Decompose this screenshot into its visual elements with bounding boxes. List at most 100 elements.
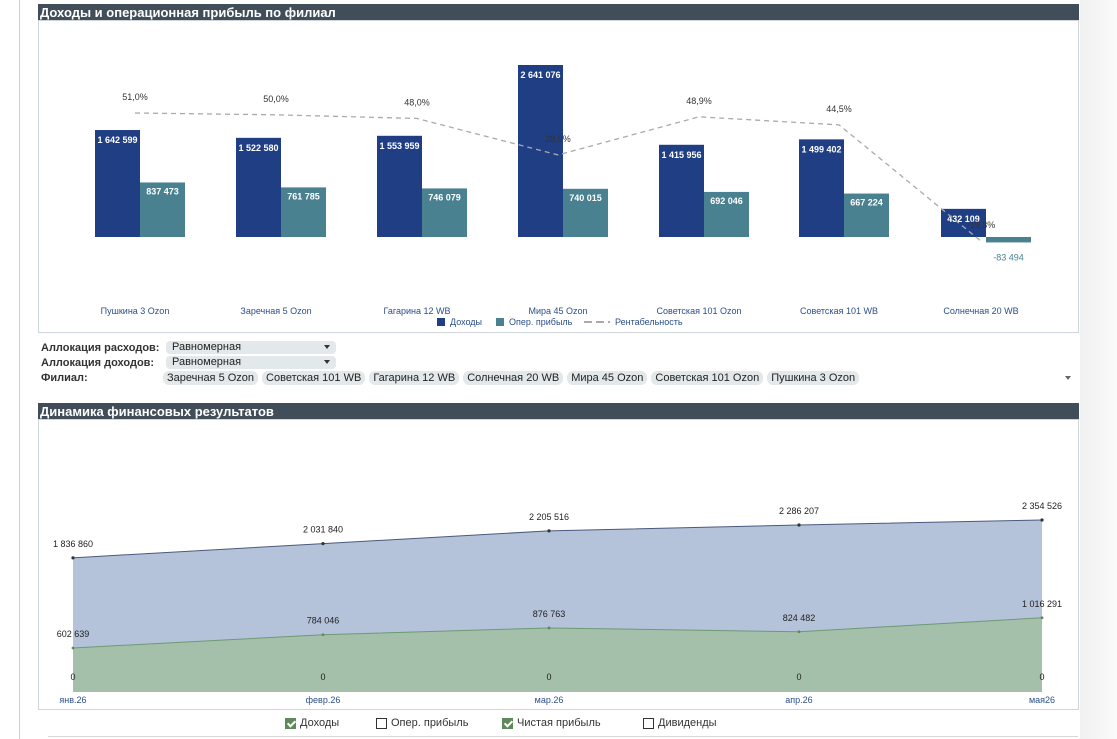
net-profit-point (547, 626, 551, 630)
x-tick-label: апр.26 (785, 695, 812, 705)
checkbox-checked-icon[interactable] (502, 717, 513, 729)
x-tick-label: Солнечная 20 WB (943, 306, 1018, 316)
checkbox-unchecked-icon[interactable] (643, 717, 654, 729)
net-profit-data-label: 1 016 291 (1022, 599, 1062, 609)
income-allocation-value: Равномерная (172, 356, 242, 368)
x-tick-label: Пушкина 3 Ozon (101, 306, 170, 316)
panel-title-financial-dynamics: Динамика финансовых результатов (38, 403, 1079, 419)
income-allocation-dropdown[interactable]: Равномерная (166, 356, 336, 369)
op-profit-data-label: 667 224 (850, 198, 883, 208)
legend-label-revenue: Доходы (450, 317, 482, 327)
revenue-bar (236, 137, 281, 237)
branch-filter-chevron-icon[interactable] (1065, 376, 1071, 380)
branch-chip[interactable]: Советская 101 Ozon (651, 371, 764, 385)
expense-allocation-value: Равномерная (172, 341, 242, 353)
bar-chart-panel: 1 642 599 837 473 51,0% Пушкина 3 Ozon 1 522… (38, 20, 1079, 333)
revenue-bar (799, 139, 844, 237)
chevron-down-icon (324, 345, 330, 349)
branch-chip[interactable]: Солнечная 20 WB (463, 371, 564, 385)
branch-filter-label: Филиал: (41, 372, 88, 384)
dividends-data-label: 0 (1039, 672, 1044, 682)
checkbox-unchecked-icon[interactable] (376, 717, 387, 729)
net-profit-data-label: 602 639 (57, 629, 90, 639)
branch-chip[interactable]: Пушкина 3 Ozon (767, 371, 860, 385)
dividends-data-label: 0 (70, 672, 75, 682)
branch-chip[interactable]: Мира 45 Ozon (567, 371, 648, 385)
revenue-bar (941, 208, 986, 237)
x-tick-label: Гагарина 12 WB (384, 306, 451, 316)
net-profit-data-label: 824 482 (783, 613, 816, 623)
dividends-data-label: 0 (546, 672, 551, 682)
branch-filter[interactable]: Заречная 5 Ozon Советская 101 WB Гагарин… (163, 371, 860, 385)
revenue-data-label: 1 415 956 (661, 150, 701, 160)
revenue-data-label: 1 642 599 (97, 135, 137, 145)
bottom-divider (48, 736, 1078, 737)
branch-chip[interactable]: Гагарина 12 WB (369, 371, 460, 385)
revenue-point (797, 523, 801, 527)
expense-allocation-label: Аллокация расходов: (41, 342, 160, 354)
toggle-dividends[interactable]: Дивиденды (643, 717, 717, 729)
op-profit-data-label: 761 785 (287, 191, 320, 201)
x-tick-label: Заречная 5 Ozon (240, 306, 311, 316)
margin-data-label: 50,0% (263, 94, 289, 104)
right-gutter (1080, 0, 1117, 739)
branch-chip[interactable]: Заречная 5 Ozon (163, 371, 259, 385)
net-profit-point (1040, 616, 1044, 620)
op-profit-bar (986, 237, 1031, 243)
margin-data-label: 48,0% (404, 97, 430, 107)
toggle-revenue[interactable]: Доходы (285, 717, 339, 729)
x-tick-label: Советская 101 Ozon (657, 306, 742, 316)
revenue-bar (377, 135, 422, 237)
revenue-point (1040, 518, 1044, 522)
expense-allocation-dropdown[interactable]: Равномерная (166, 341, 336, 354)
op-profit-bar (844, 193, 889, 237)
left-border (19, 0, 20, 739)
revenue-bar (95, 130, 140, 237)
op-profit-data-label: 692 046 (710, 196, 743, 206)
toggle-label: Чистая прибыль (517, 717, 601, 729)
revenue-data-label: 1 522 580 (238, 143, 278, 153)
x-tick-label: янв.26 (59, 695, 86, 705)
bar-chart: 1 642 599 837 473 51,0% Пушкина 3 Ozon 1 522… (95, 65, 1031, 327)
net-profit-area (73, 617, 1042, 692)
margin-data-label: 48,9% (686, 96, 712, 106)
revenue-data-label: 2 286 207 (779, 506, 819, 516)
x-tick-label: мая26 (1029, 695, 1055, 705)
op-profit-bar (140, 182, 185, 237)
toggle-label: Доходы (300, 717, 340, 729)
revenue-data-label: 2 641 076 (520, 70, 560, 80)
dividends-data-label: 0 (796, 672, 801, 682)
margin-line (134, 112, 982, 242)
op-profit-data-label: 837 473 (146, 186, 179, 196)
x-tick-label: мар.26 (535, 695, 564, 705)
margin-data-label: 44,5% (826, 104, 852, 114)
revenue-data-label: 2 354 526 (1022, 501, 1062, 511)
revenue-data-label: 432 109 (947, 214, 980, 224)
op-profit-bar (704, 191, 749, 237)
net-profit-point (797, 630, 801, 634)
checkbox-checked-icon[interactable] (285, 717, 296, 729)
toggle-label: Опер. прибыль (391, 717, 469, 729)
x-tick-label: февр.26 (306, 695, 341, 705)
net-profit-data-label: 784 046 (307, 616, 340, 626)
toggle-op-profit[interactable]: Опер. прибыль (376, 717, 468, 729)
revenue-data-label: 1 553 959 (379, 141, 419, 151)
margin-data-label: 51,0% (122, 92, 148, 102)
dividends-data-label: 0 (320, 672, 325, 682)
revenue-bar (659, 144, 704, 237)
op-profit-data-label: 746 079 (428, 192, 461, 202)
op-profit-bar (563, 188, 608, 237)
branch-chip[interactable]: Советская 101 WB (262, 371, 366, 385)
op-profit-bar (281, 187, 326, 237)
legend-swatch-op-profit (496, 318, 504, 326)
op-profit-bar (422, 188, 467, 237)
op-profit-data-label: -83 494 (993, 252, 1024, 262)
revenue-data-label: 2 031 840 (303, 525, 343, 535)
chevron-down-icon (324, 360, 330, 364)
revenue-data-label: 2 205 516 (529, 512, 569, 522)
area-chart: 1 836 860 2 031 840 2 205 516 2 286 207 2 35… (53, 501, 1062, 705)
revenue-point (547, 529, 551, 533)
revenue-point (71, 556, 75, 560)
toggle-net-profit[interactable]: Чистая прибыль (502, 717, 601, 729)
x-tick-label: Мира 45 Ozon (528, 306, 587, 316)
